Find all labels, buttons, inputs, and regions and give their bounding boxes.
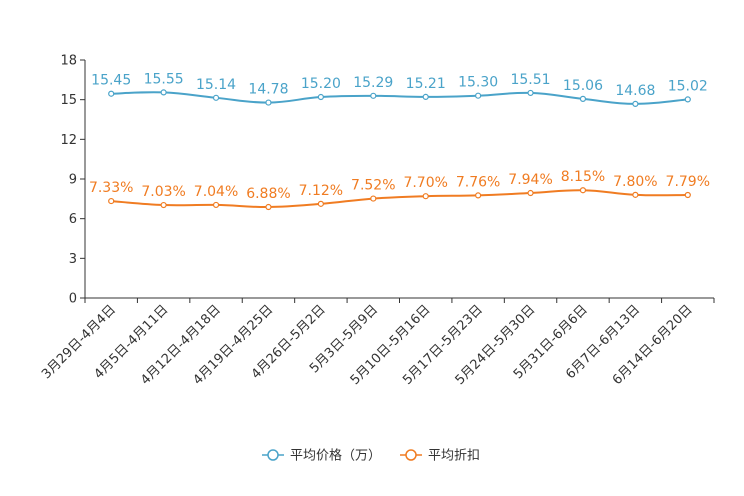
- y-tick-label: 0: [69, 292, 77, 307]
- series-1-data-label: 7.03%: [141, 184, 185, 200]
- series-0-data-label: 15.45: [91, 73, 131, 89]
- series-0-point: [422, 93, 429, 100]
- legend-marker: [405, 449, 417, 461]
- y-tick-label: 9: [69, 173, 77, 188]
- series-0-point: [160, 89, 167, 96]
- y-tick-label: 3: [69, 252, 77, 267]
- series-1-data-label: 7.52%: [351, 178, 395, 194]
- series-0-point: [475, 92, 482, 99]
- series-1-point: [317, 200, 324, 207]
- series-1-data-label: 8.15%: [561, 169, 605, 185]
- legend: 平均价格（万） 平均折扣: [262, 448, 480, 464]
- series-0-point: [370, 92, 377, 99]
- legend-label: 平均价格（万）: [290, 448, 381, 464]
- data-labels: 15.45 15.55 15.14 14.78 15.20 15.29 15.21 15.30…: [89, 71, 710, 202]
- series-1-data-label: 7.70%: [403, 175, 447, 191]
- series-0-point: [108, 90, 115, 97]
- series-0-data-label: 15.29: [353, 75, 393, 91]
- series-0-point: [527, 89, 534, 97]
- y-tick-label: 15: [60, 93, 77, 108]
- series-1-point: [684, 191, 691, 199]
- series-1-point: [579, 187, 587, 194]
- y-tick-label: 18: [60, 54, 77, 69]
- y-tick-label: 12: [60, 133, 77, 148]
- series-1-point: [632, 191, 639, 198]
- series-1-point: [527, 189, 534, 197]
- series-1-point: [265, 203, 272, 211]
- series-1-data-label: 7.80%: [613, 174, 657, 190]
- series-0-point: [684, 96, 691, 103]
- series-line-0: [111, 91, 688, 105]
- series-1-data-label: 7.33%: [89, 180, 133, 196]
- legend-item-1[interactable]: 平均折扣: [400, 449, 480, 464]
- legend-item-0[interactable]: 平均价格（万）: [262, 448, 381, 464]
- series-1-data-label: 7.12%: [299, 183, 343, 199]
- legend-label: 平均折扣: [428, 449, 480, 464]
- series-0-point: [579, 95, 587, 102]
- series-layer: [108, 89, 691, 211]
- series-0-data-label: 15.06: [563, 78, 603, 94]
- series-0-data-label: 15.14: [196, 77, 236, 93]
- series-line-1: [111, 189, 688, 209]
- y-tick-label: 6: [69, 212, 77, 227]
- series-0-data-label: 15.02: [668, 78, 708, 94]
- series-1-data-label: 7.76%: [456, 174, 500, 190]
- series-0-data-label: 15.51: [510, 72, 550, 88]
- x-axis: 3月29日-4月4日4月5日-4月11日4月12日-4月18日4月19日-4月2…: [39, 297, 715, 388]
- series-1-point: [422, 193, 429, 200]
- series-1-point: [212, 201, 220, 209]
- series-1-data-label: 6.88%: [246, 186, 290, 202]
- series-0-data-label: 15.21: [406, 76, 446, 92]
- series-0-data-label: 15.30: [458, 75, 498, 91]
- series-1-data-label: 7.04%: [194, 184, 238, 200]
- series-0-data-label: 15.20: [301, 76, 341, 92]
- series-1-data-label: 7.79%: [666, 174, 710, 190]
- series-1-point: [160, 201, 167, 209]
- series-1-point: [370, 195, 377, 202]
- series-1-point: [475, 192, 482, 199]
- series-0-point: [265, 99, 272, 106]
- legend-marker: [267, 449, 279, 461]
- series-0-point: [632, 100, 639, 107]
- series-0-data-label: 14.78: [248, 82, 288, 98]
- series-0-data-label: 15.55: [144, 71, 184, 87]
- y-axis: 0 3 6 9 12 15 18: [60, 54, 86, 307]
- series-0-point: [317, 93, 324, 101]
- series-0-point: [212, 94, 220, 101]
- series-1-point: [108, 197, 115, 205]
- series-1-data-label: 7.94%: [508, 172, 552, 188]
- series-0-data-label: 14.68: [615, 83, 655, 99]
